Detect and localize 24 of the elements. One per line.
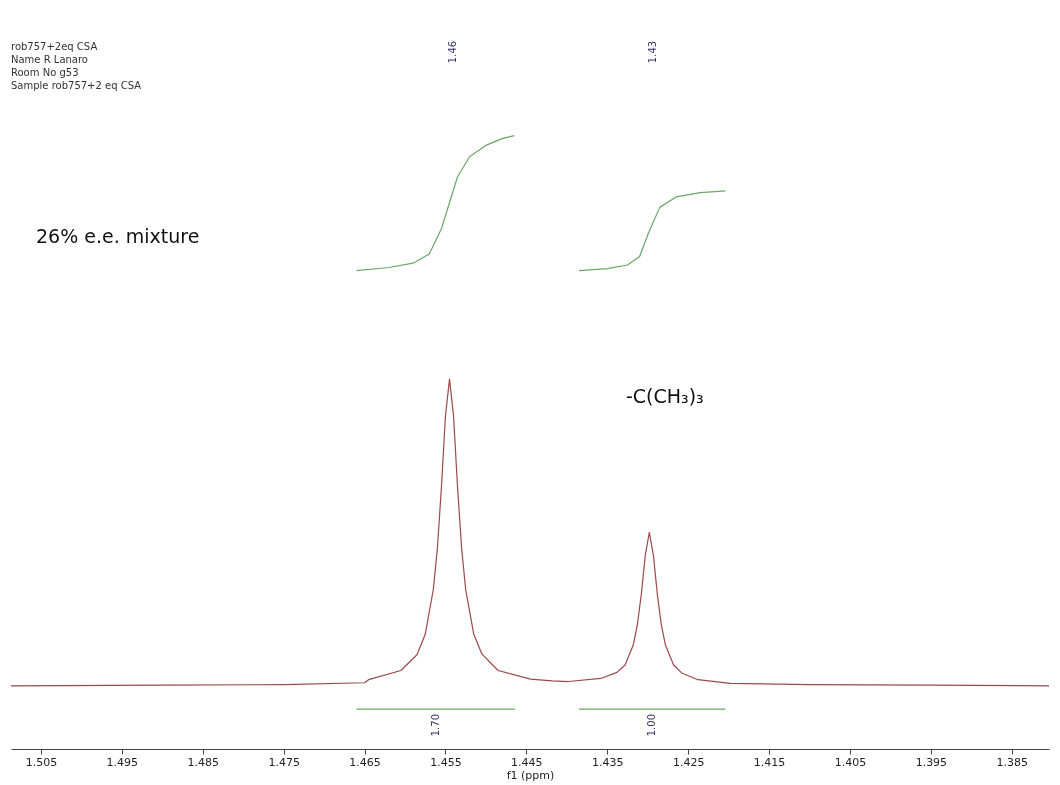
x-tick-label: 1.425 [672,755,705,769]
x-tick-label: 1.465 [349,755,381,769]
annotation: 1.70 [429,714,441,737]
text: Room No g53 [11,67,79,78]
text: rob757+2eq CSA [11,41,98,52]
annotation: 1.00 [645,714,657,737]
x-tick-label: 1.445 [511,755,543,769]
x-tick-label: 1.405 [834,755,867,769]
x-tick-label: 1.435 [592,755,624,769]
x-tick-label: 1.395 [915,755,948,769]
x-tick-label: 1.495 [106,755,139,769]
text: 1.46 [447,40,458,64]
annotation: 26% e.e. mixture [36,225,200,247]
x-tick-label: 1.385 [996,755,1029,769]
text: 1.43 [647,40,658,64]
x-tick-label: 1.505 [25,755,58,769]
x-axis-title: f1 (ppm) [506,768,555,782]
annotation: -C(CH₃)₃ [626,385,704,407]
text: Name R Lanaro [11,54,88,65]
x-tick-label: 1.485 [187,755,219,769]
text: Sample rob757+2 eq CSA [11,80,142,91]
x-tick-label: 1.455 [430,755,462,769]
x-tick-label: 1.415 [753,755,786,769]
x-tick-label: 1.475 [268,755,300,769]
